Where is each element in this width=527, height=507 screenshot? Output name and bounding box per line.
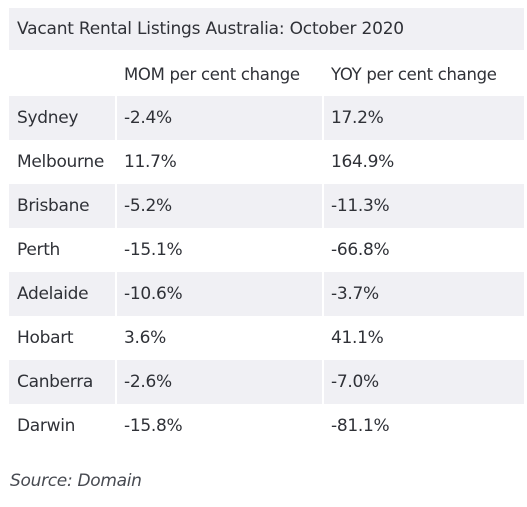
table-row: Melbourne 11.7% 164.9% xyxy=(9,140,524,184)
column-header-mom: MOM per cent change xyxy=(115,52,323,96)
cell-city: Adelaide xyxy=(9,272,116,316)
cell-mom: -2.6% xyxy=(115,360,323,404)
table-title: Vacant Rental Listings Australia: Octobe… xyxy=(9,8,524,52)
cell-city: Darwin xyxy=(17,416,76,436)
table-body: Sydney -2.4% 17.2% Melbourne 11.7% 164.9% Bris… xyxy=(9,96,524,448)
cell-yoy: -11.3% xyxy=(322,184,524,228)
table-row: Darwin -15.8% -81.1% xyxy=(9,404,524,448)
cell-city: Melbourne xyxy=(17,152,105,172)
cell-mom: -10.6% xyxy=(115,272,323,316)
cell-yoy: 164.9% xyxy=(322,140,524,184)
cell-yoy: 17.2% xyxy=(322,96,524,140)
data-table: MOM per cent change YOY per cent change … xyxy=(9,52,524,448)
table-row: Sydney -2.4% 17.2% xyxy=(9,96,524,140)
cell-city: Canberra xyxy=(9,360,116,404)
table-row: Brisbane -5.2% -11.3% xyxy=(9,184,524,228)
source-note: Source: Domain xyxy=(10,471,142,491)
cell-city: Perth xyxy=(17,240,61,260)
cell-yoy: -66.8% xyxy=(322,228,524,272)
column-header-city xyxy=(9,52,116,96)
cell-city: Hobart xyxy=(17,328,74,348)
table-row: Hobart 3.6% 41.1% xyxy=(9,316,524,360)
cell-yoy: -7.0% xyxy=(322,360,524,404)
cell-mom: -15.8% xyxy=(115,404,323,448)
table-container: Vacant Rental Listings Australia: Octobe… xyxy=(9,8,524,448)
table-row: Adelaide -10.6% -3.7% xyxy=(9,272,524,316)
cell-mom: -5.2% xyxy=(115,184,323,228)
cell-mom: 11.7% xyxy=(115,140,323,184)
cell-yoy: -81.1% xyxy=(322,404,524,448)
cell-mom: -15.1% xyxy=(115,228,323,272)
cell-mom: 3.6% xyxy=(115,316,323,360)
header-row: MOM per cent change YOY per cent change xyxy=(9,52,524,96)
column-header-yoy: YOY per cent change xyxy=(322,52,524,96)
cell-yoy: 41.1% xyxy=(322,316,524,360)
table-row: Canberra -2.6% -7.0% xyxy=(9,360,524,404)
cell-city: Brisbane xyxy=(9,184,116,228)
cell-mom: -2.4% xyxy=(115,96,323,140)
cell-yoy: -3.7% xyxy=(322,272,524,316)
table-row: Perth -15.1% -66.8% xyxy=(9,228,524,272)
cell-city: Sydney xyxy=(9,96,116,140)
